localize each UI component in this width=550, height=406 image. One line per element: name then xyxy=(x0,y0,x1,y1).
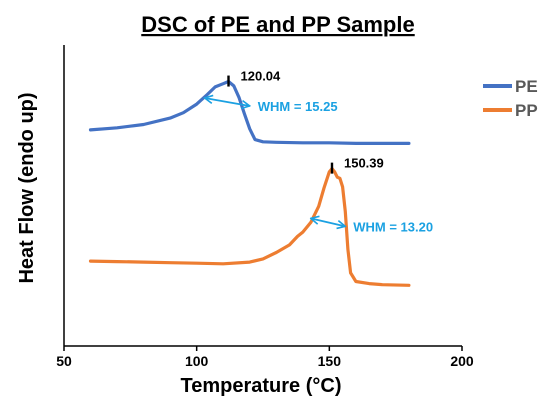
series-line-pp xyxy=(88,167,411,287)
plot-area: 50 100 150 200 120.04 WHM = 15.25 150.39 WHM = … xyxy=(56,45,474,369)
legend-label-pp: PP xyxy=(515,101,538,120)
peak-label-pe: 120.04 xyxy=(241,69,282,84)
legend-label-pe: PE xyxy=(515,77,538,96)
whm-arrow-pp xyxy=(311,218,345,226)
x-tick-label: 200 xyxy=(450,353,474,369)
x-tick-label: 50 xyxy=(56,353,72,369)
x-tick-label: 100 xyxy=(185,353,209,369)
whm-label-pe: WHM = 15.25 xyxy=(258,99,338,114)
whm-arrow-pe xyxy=(205,98,250,106)
x-axis-label: Temperature (°C) xyxy=(181,375,342,397)
whm-label-pp: WHM = 13.20 xyxy=(353,219,433,234)
peak-label-pp: 150.39 xyxy=(344,156,384,171)
legend: PE PP xyxy=(483,77,538,120)
series-line-pe xyxy=(88,79,411,145)
chart-title: DSC of PE and PP Sample xyxy=(141,12,414,37)
y-axis-label: Heat Flow (endo up) xyxy=(16,92,38,283)
x-tick-label: 150 xyxy=(318,353,342,369)
